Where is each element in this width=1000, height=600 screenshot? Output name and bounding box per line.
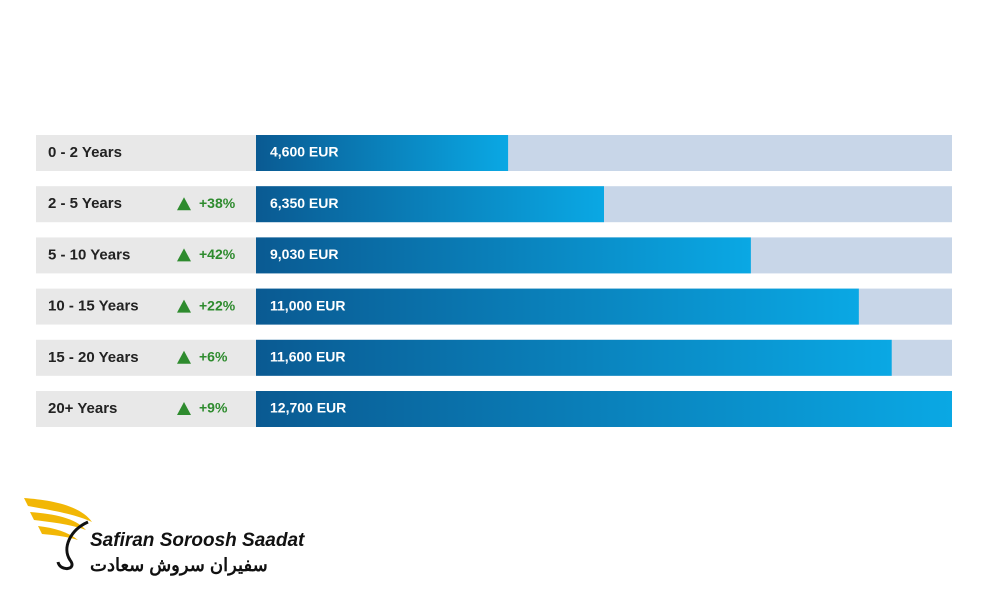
category-label: 20+ Years [48,400,117,417]
change-label: +38% [199,195,236,211]
change-label: +42% [199,246,236,262]
bar [256,186,604,223]
change-arrow [177,197,191,211]
logo-wing [30,512,86,530]
change-label: +6% [199,349,228,365]
logo-name-fa: سفیران سروش سعادت [90,555,268,576]
category-label: 5 - 10 Years [48,246,130,263]
bar [256,135,509,171]
value-label: 12,700 EUR [270,400,346,416]
logo-wing [38,526,78,540]
bar [256,288,859,325]
category-label: 0 - 2 Years [48,144,122,161]
change-arrow [177,299,191,313]
bar [256,237,751,274]
change-arrow [177,402,191,415]
row-label-bg [36,237,256,274]
category-label: 10 - 15 Years [48,298,139,315]
row-label-bg [36,391,256,427]
row-label-bg [36,186,256,223]
logo: Safiran Soroosh Saadat سفیران سروش سعادت [24,498,305,576]
change-arrow [177,248,191,262]
bar [256,339,892,376]
value-label: 11,000 EUR [270,297,346,313]
value-label: 4,600 EUR [270,144,338,160]
row-label-bg [36,288,256,325]
value-label: 11,600 EUR [270,349,346,365]
change-label: +22% [199,297,236,313]
logo-swan [56,520,89,570]
category-label: 15 - 20 Years [48,349,139,366]
bar [256,391,952,427]
change-label: +9% [199,400,228,416]
value-label: 6,350 EUR [270,195,338,211]
category-label: 2 - 5 Years [48,195,122,212]
value-label: 9,030 EUR [270,246,338,262]
logo-wing [24,498,92,522]
row-label-bg [36,339,256,376]
row-label-bg [36,135,256,171]
change-arrow [177,350,191,364]
logo-name: Safiran Soroosh Saadat [90,530,305,551]
